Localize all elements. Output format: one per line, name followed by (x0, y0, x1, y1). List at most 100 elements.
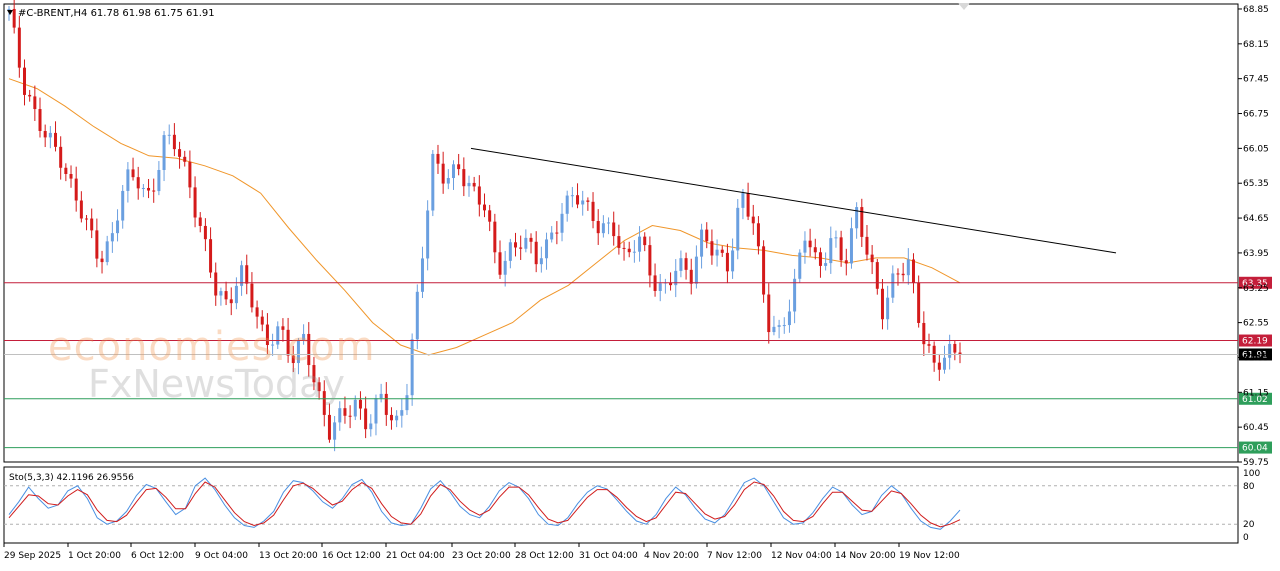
candle-body (875, 262, 879, 289)
candle-body (772, 326, 776, 333)
time-tick-label: 19 Nov 12:00 (899, 551, 960, 561)
candle-body (689, 269, 693, 284)
candle-body (880, 288, 884, 320)
candle-body (38, 109, 42, 131)
candle-body (808, 240, 812, 248)
collapse-arrow-icon[interactable] (7, 10, 13, 15)
candle-body (793, 278, 797, 312)
candle-body (446, 178, 450, 184)
candle-body (33, 96, 37, 110)
price-tick-label: 66.05 (1243, 144, 1269, 154)
stochastic-main-line (8, 477, 961, 530)
candle-body (570, 195, 574, 197)
candle-body (462, 169, 466, 187)
candle-body (519, 247, 523, 249)
candle-body (271, 344, 275, 346)
support-label-box (1239, 441, 1272, 454)
candle-body (162, 135, 166, 170)
candle-body (818, 252, 822, 266)
candle-body (581, 200, 585, 205)
price-tick-label: 67.45 (1243, 75, 1269, 85)
price-tick-label: 64.65 (1243, 214, 1269, 224)
candle-body (141, 187, 145, 189)
price-tick-label: 61.15 (1243, 388, 1269, 398)
candle-body (451, 164, 455, 179)
candle-body (700, 229, 704, 257)
candle-body (813, 247, 817, 253)
candle-body (441, 163, 445, 184)
time-axis: 29 Sep 2025 1 Oct 20:00 6 Oct 12:00 9 Oct 0… (3, 543, 960, 561)
candle-body (648, 245, 652, 276)
candle-body (48, 132, 52, 138)
candle-body (364, 408, 368, 430)
candle-body (276, 326, 280, 345)
candle-body (839, 237, 843, 261)
candle-body (389, 414, 393, 421)
candle-body (596, 221, 600, 234)
candle-body (136, 177, 140, 189)
candle-body (85, 218, 89, 220)
candle-body (255, 307, 259, 317)
candle-body (90, 218, 94, 231)
time-tick-label: 31 Oct 04:00 (579, 551, 638, 561)
price-tick-label: 68.15 (1243, 40, 1269, 50)
current-price-label: 61.91 (1242, 350, 1268, 360)
price-tick-label: 61.85 (1243, 353, 1269, 363)
candle-body (860, 207, 864, 237)
candle-body (834, 237, 838, 239)
candle-body (219, 291, 223, 296)
time-tick-label: 16 Oct 12:00 (322, 551, 381, 561)
candle-body (607, 222, 611, 224)
descending-trendline[interactable] (470, 147, 1117, 254)
candle-body (198, 217, 202, 226)
candle-body (508, 242, 512, 261)
candle-body (234, 285, 238, 304)
chart-frames (3, 3, 1239, 544)
candle-body (705, 229, 709, 242)
candle-body (338, 408, 342, 423)
stochastic-level-label: 100 (1243, 469, 1260, 479)
candle-body (545, 239, 549, 259)
candle-body (601, 223, 605, 234)
candle-body (503, 260, 507, 275)
time-tick-label: 13 Oct 20:00 (259, 551, 318, 561)
candle-body (172, 134, 176, 150)
candle-body (147, 187, 151, 191)
candle-body (643, 236, 647, 246)
candle-body (612, 222, 616, 237)
current-price-box (1239, 348, 1272, 361)
candle-body (384, 393, 388, 415)
candle-body (214, 272, 218, 296)
candle-body (426, 210, 430, 259)
candle-body (844, 260, 848, 264)
candle-body (291, 355, 295, 364)
candle-body (958, 352, 962, 355)
candle-body (798, 252, 802, 279)
candle-body (379, 393, 383, 399)
candle-body (286, 329, 290, 356)
candle-body (131, 169, 135, 178)
candle-body (203, 225, 207, 240)
candle-body (152, 190, 156, 192)
candle-body (167, 134, 171, 136)
candle-body (493, 221, 497, 253)
chart-shift-icon[interactable] (958, 3, 970, 10)
candle-body (472, 182, 476, 187)
candle-body (855, 207, 859, 229)
candle-body (17, 27, 21, 68)
stochastic-panel-frame (3, 466, 1239, 544)
candle-body (369, 423, 373, 430)
candle-body (12, 8, 16, 28)
candle-body (824, 263, 828, 266)
time-tick-label: 7 Nov 12:00 (707, 551, 762, 561)
candle-body (121, 190, 125, 221)
candle-body (565, 195, 569, 214)
candle-body (327, 414, 331, 440)
candle-body (307, 333, 311, 366)
candle-body (374, 398, 378, 424)
candle-body (539, 258, 543, 265)
candle-body (741, 193, 745, 208)
